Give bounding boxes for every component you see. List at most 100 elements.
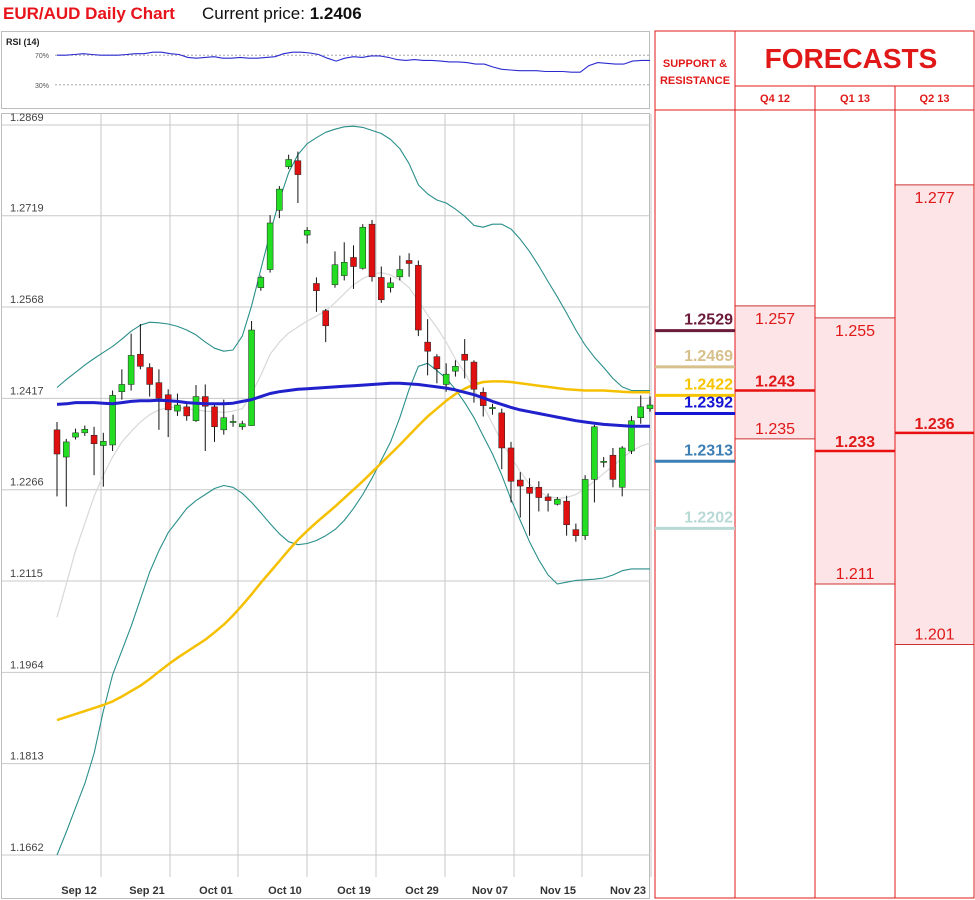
candle bbox=[146, 363, 153, 397]
candle bbox=[276, 186, 283, 219]
candle bbox=[581, 475, 589, 540]
forecast-high-value: 1.277 bbox=[914, 190, 954, 207]
candle bbox=[517, 472, 524, 518]
candle-body bbox=[507, 447, 515, 482]
candle bbox=[137, 323, 144, 370]
candle bbox=[646, 396, 654, 412]
candle bbox=[229, 414, 237, 427]
candle bbox=[72, 428, 79, 440]
rsi-line bbox=[57, 51, 650, 73]
forecast-high-value: 1.255 bbox=[835, 323, 875, 340]
ma-mid-line bbox=[56, 380, 650, 722]
candle-body bbox=[535, 487, 543, 498]
y-tick-label: 1.1964 bbox=[10, 659, 44, 671]
candle bbox=[378, 266, 385, 303]
candle bbox=[387, 277, 394, 293]
forecast-zone bbox=[735, 305, 815, 439]
rsi-panel-border bbox=[1, 31, 650, 109]
candle bbox=[294, 151, 302, 204]
candle-body bbox=[174, 404, 181, 412]
y-tick-label: 1.2719 bbox=[10, 203, 44, 215]
candle-body bbox=[544, 496, 552, 501]
candle bbox=[544, 493, 552, 512]
candle-body bbox=[248, 329, 255, 426]
candle-body bbox=[331, 264, 339, 285]
candle-body bbox=[563, 500, 570, 526]
candle-body bbox=[266, 222, 274, 270]
candle-body bbox=[637, 406, 644, 418]
sr-level-label: 1.2422 bbox=[684, 376, 733, 393]
candle-body bbox=[581, 479, 589, 536]
rsi-level-label: 30% bbox=[35, 83, 49, 90]
candle-body bbox=[257, 277, 265, 288]
candle-body bbox=[600, 461, 607, 463]
candle-body bbox=[127, 355, 135, 385]
candle-body bbox=[526, 487, 533, 494]
candle bbox=[90, 426, 98, 476]
candle-body bbox=[90, 435, 98, 444]
candle-body bbox=[591, 426, 598, 480]
candle-body bbox=[294, 160, 302, 175]
forecast-high-value: 1.257 bbox=[755, 311, 795, 328]
candle bbox=[452, 360, 459, 377]
candle-body bbox=[229, 421, 237, 423]
candle-body bbox=[109, 395, 116, 446]
x-tick-label: Oct 29 bbox=[405, 885, 439, 897]
ma-long-line bbox=[56, 381, 650, 428]
candle bbox=[554, 496, 561, 506]
chart-title-bar: EUR/AUD Daily Chart Current price: 1.240… bbox=[0, 0, 650, 30]
candle-body bbox=[303, 229, 311, 236]
sr-level-label: 1.2202 bbox=[684, 509, 733, 526]
candle-body bbox=[424, 341, 431, 352]
candle bbox=[637, 395, 644, 424]
candle bbox=[127, 333, 135, 391]
x-tick-label: Nov 15 bbox=[540, 885, 576, 897]
candle bbox=[526, 478, 533, 536]
candle-body bbox=[470, 361, 478, 390]
candle bbox=[507, 441, 515, 503]
candle bbox=[63, 438, 70, 507]
candle bbox=[174, 393, 181, 416]
candle bbox=[322, 308, 329, 343]
candle-body bbox=[63, 441, 70, 458]
candle-body bbox=[489, 407, 496, 409]
candle-body bbox=[609, 454, 617, 480]
candle-body bbox=[646, 404, 654, 409]
candle-body bbox=[81, 428, 89, 434]
y-tick-label: 1.1813 bbox=[10, 751, 44, 763]
candle bbox=[248, 320, 255, 426]
candle bbox=[100, 432, 107, 487]
current-price: Current price: 1.2406 bbox=[202, 4, 362, 24]
y-tick-label: 1.2568 bbox=[10, 294, 44, 306]
x-tick-label: Oct 01 bbox=[199, 885, 233, 897]
candle-body bbox=[396, 269, 404, 278]
sr-level-label: 1.2469 bbox=[684, 348, 733, 365]
candle-body bbox=[211, 406, 218, 428]
candle-body bbox=[276, 188, 283, 211]
forecast-zone bbox=[895, 184, 974, 645]
candle bbox=[266, 215, 274, 273]
candle bbox=[285, 154, 292, 170]
candle bbox=[628, 415, 635, 455]
sr-level-label: 1.2392 bbox=[684, 394, 733, 411]
candle-body bbox=[137, 353, 144, 367]
candle bbox=[415, 260, 422, 337]
candle bbox=[359, 224, 367, 270]
candle bbox=[220, 399, 228, 435]
candle-body bbox=[192, 396, 200, 421]
price-label: Current price: bbox=[202, 4, 305, 23]
sr-header-line2: RESISTANCE bbox=[660, 75, 730, 87]
candle bbox=[600, 457, 607, 468]
sr-level-label: 1.2313 bbox=[684, 442, 733, 459]
price-panel-border bbox=[1, 113, 650, 899]
y-tick-label: 1.2869 bbox=[10, 112, 44, 124]
candle-body bbox=[155, 382, 163, 399]
sr-level-label: 1.2529 bbox=[684, 312, 733, 329]
x-tick-label: Nov 07 bbox=[472, 885, 508, 897]
candle bbox=[303, 227, 311, 244]
forecast-col-label: Q4 12 bbox=[760, 93, 790, 105]
y-tick-label: 1.2266 bbox=[10, 477, 44, 489]
candle bbox=[183, 401, 190, 421]
forecast-mid-value: 1.233 bbox=[835, 434, 875, 451]
